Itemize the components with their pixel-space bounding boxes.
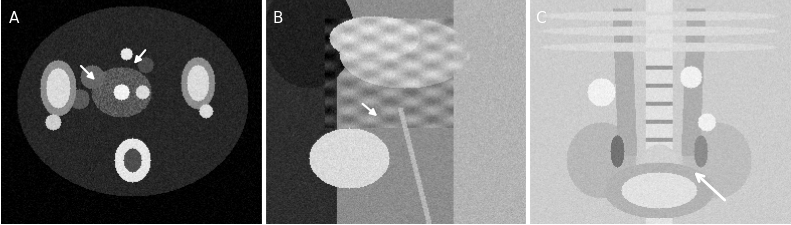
Text: C: C [536, 11, 546, 26]
Text: B: B [272, 11, 282, 26]
Text: A: A [9, 11, 19, 26]
